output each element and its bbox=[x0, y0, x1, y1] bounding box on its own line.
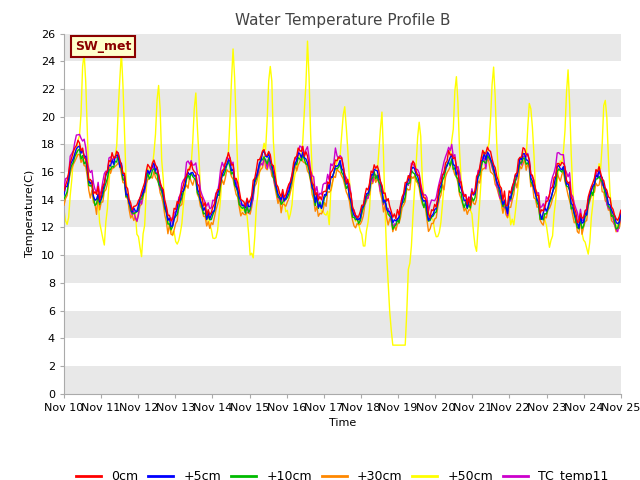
X-axis label: Time: Time bbox=[329, 418, 356, 428]
Bar bbox=[64, 366, 621, 394]
Bar bbox=[64, 200, 621, 228]
Bar bbox=[64, 311, 621, 338]
Y-axis label: Temperature(C): Temperature(C) bbox=[25, 170, 35, 257]
Title: Water Temperature Profile B: Water Temperature Profile B bbox=[235, 13, 450, 28]
Bar bbox=[64, 89, 621, 117]
Bar bbox=[64, 34, 621, 61]
Bar bbox=[64, 144, 621, 172]
Text: SW_met: SW_met bbox=[75, 40, 131, 53]
Legend: 0cm, +5cm, +10cm, +30cm, +50cm, TC_temp11: 0cm, +5cm, +10cm, +30cm, +50cm, TC_temp1… bbox=[71, 465, 614, 480]
Bar bbox=[64, 255, 621, 283]
